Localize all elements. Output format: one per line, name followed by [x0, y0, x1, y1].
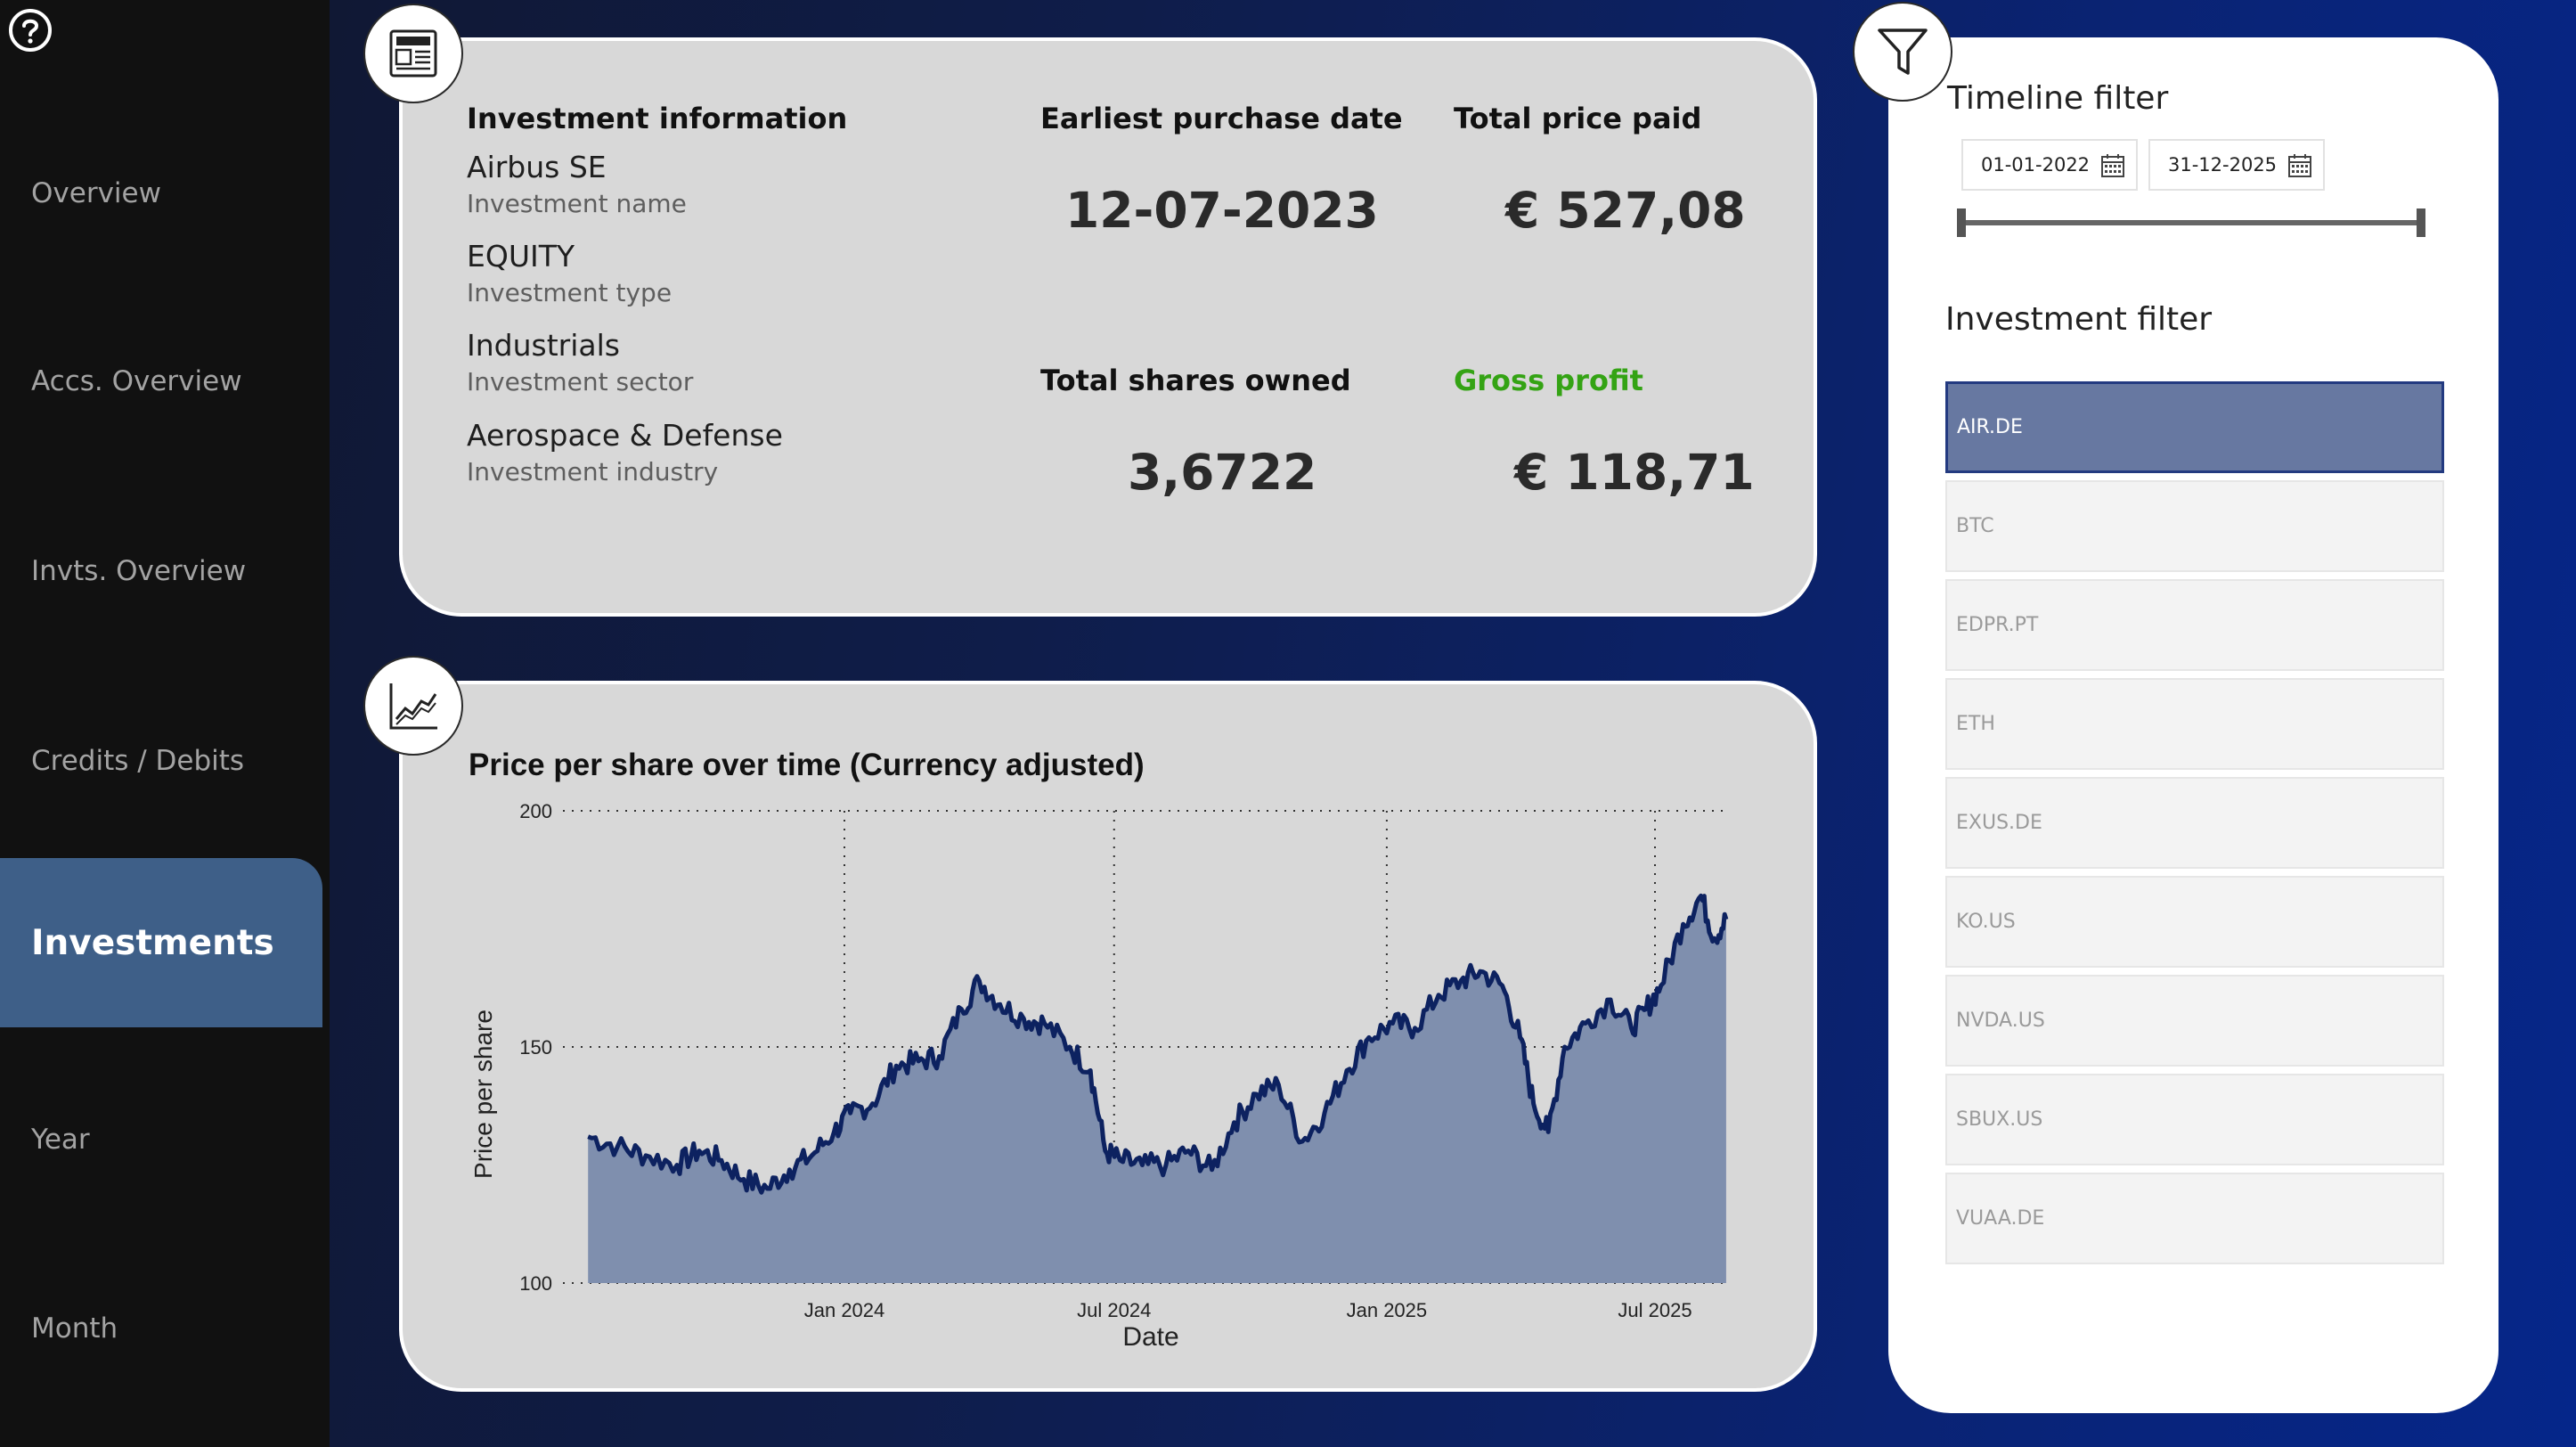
x-axis-label: Date: [1122, 1322, 1178, 1352]
investment-name-value: Airbus SE: [467, 150, 607, 184]
start-date-input[interactable]: 01-01-2022: [1961, 139, 2138, 191]
filter-icon[interactable]: [1853, 2, 1952, 102]
end-date-input[interactable]: 31-12-2025: [2148, 139, 2325, 191]
investment-option-edpr-pt[interactable]: EDPR.PT: [1945, 579, 2444, 671]
slider-end-handle[interactable]: [2417, 208, 2425, 237]
investment-sector-value: Industrials: [467, 328, 620, 363]
y-tick-label: 150: [519, 1036, 552, 1059]
nav-overview[interactable]: Overview: [31, 177, 161, 209]
x-tick-label: Jul 2024: [1077, 1299, 1151, 1321]
nav-year[interactable]: Year: [31, 1124, 90, 1156]
line-chart-icon: [363, 656, 463, 756]
total-shares-label: Total shares owned: [1040, 364, 1351, 397]
price-line: [587, 893, 1729, 1195]
y-tick-label: 100: [519, 1272, 552, 1295]
price-area-fill: [588, 895, 1726, 1283]
total-price-value: € 527,08: [1505, 182, 1746, 239]
sidebar: Overview Accs. Overview Invts. Overview …: [0, 0, 330, 1447]
price-chart: Price per share over time (Currency adju…: [469, 748, 1730, 1352]
start-date-value: 01-01-2022: [1981, 154, 2091, 176]
purchase-date-label: Earliest purchase date: [1040, 102, 1403, 135]
investment-option-btc[interactable]: BTC: [1945, 480, 2444, 572]
slider-start-handle[interactable]: [1957, 208, 1966, 237]
price-chart-card: Price per share over time (Currency adju…: [399, 681, 1817, 1392]
investment-option-exus-de[interactable]: EXUS.DE: [1945, 777, 2444, 869]
investment-option-eth[interactable]: ETH: [1945, 678, 2444, 770]
calendar-icon[interactable]: [2287, 153, 2312, 178]
y-tick-label: 200: [519, 800, 552, 822]
x-tick-label: Jul 2025: [1618, 1299, 1692, 1321]
filter-panel: Timeline filter 01-01-2022 31-12-2025 In…: [1888, 37, 2499, 1413]
investment-sector-label: Investment sector: [467, 367, 694, 396]
info-header: Investment information: [467, 102, 848, 135]
nav-month[interactable]: Month: [31, 1312, 118, 1345]
investment-type-label: Investment type: [467, 278, 673, 307]
nav-investments[interactable]: Investments: [0, 858, 322, 1027]
investment-info-card: Investment information Airbus SE Investm…: [399, 37, 1817, 617]
x-tick-label: Jan 2025: [1347, 1299, 1428, 1321]
nav-invts-overview[interactable]: Invts. Overview: [31, 555, 247, 587]
end-date-value: 31-12-2025: [2168, 154, 2278, 176]
investment-option-air-de[interactable]: AIR.DE: [1945, 381, 2444, 473]
investment-name-label: Investment name: [467, 189, 687, 218]
investment-type-value: EQUITY: [467, 239, 575, 274]
purchase-date-value: 12-07-2023: [1065, 182, 1379, 239]
calendar-icon[interactable]: [2100, 153, 2125, 178]
chart-title: Price per share over time (Currency adju…: [469, 748, 1145, 782]
nav-accs-overview[interactable]: Accs. Overview: [31, 365, 242, 397]
investment-industry-value: Aerospace & Defense: [467, 418, 783, 453]
investment-industry-label: Investment industry: [467, 457, 719, 486]
nav-credits-debits[interactable]: Credits / Debits: [31, 745, 245, 777]
help-icon[interactable]: [7, 7, 53, 53]
investment-option-sbux-us[interactable]: SBUX.US: [1945, 1074, 2444, 1165]
total-shares-value: 3,6722: [1128, 444, 1317, 501]
investment-option-nvda-us[interactable]: NVDA.US: [1945, 975, 2444, 1067]
gross-profit-label: Gross profit: [1454, 364, 1643, 397]
investment-filter-title: Investment filter: [1945, 301, 2213, 338]
gross-profit-value: € 118,71: [1514, 444, 1755, 501]
y-axis-label: Price per share: [469, 1010, 497, 1179]
timeline-filter-title: Timeline filter: [1947, 80, 2169, 117]
timeline-slider[interactable]: [1951, 205, 2432, 241]
investment-option-ko-us[interactable]: KO.US: [1945, 876, 2444, 968]
investment-option-vuaa-de[interactable]: VUAA.DE: [1945, 1173, 2444, 1264]
newspaper-icon: [363, 4, 463, 103]
total-price-label: Total price paid: [1454, 102, 1702, 135]
x-tick-label: Jan 2024: [804, 1299, 885, 1321]
